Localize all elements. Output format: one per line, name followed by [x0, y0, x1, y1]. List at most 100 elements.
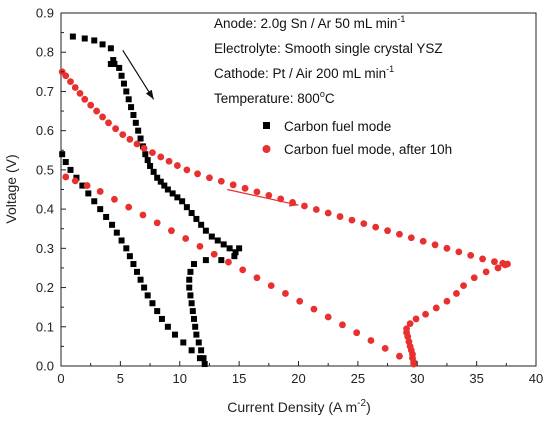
data-point-square [236, 245, 243, 252]
data-point-circle [353, 329, 361, 337]
x-axis-ticks: 0 5 10 15 20 25 30 35 40 [57, 361, 543, 386]
data-point-circle [491, 258, 498, 266]
data-point-square [135, 127, 142, 134]
trend-arrow-head [145, 89, 154, 100]
legend-label-series-2: Carbon fuel mode, after 10h [284, 142, 452, 157]
data-point-square [116, 64, 123, 71]
data-point-circle [367, 337, 375, 344]
data-point-circle [76, 90, 84, 97]
data-point-circle [348, 216, 356, 224]
data-point-square [130, 111, 137, 118]
data-point-circle [206, 174, 213, 182]
x-tick-label: 40 [529, 371, 543, 386]
series-layer [58, 33, 511, 368]
data-point-circle [157, 153, 165, 161]
data-point-square [99, 41, 106, 48]
data-point-circle [443, 244, 451, 252]
arrow-layer [122, 49, 299, 207]
data-point-square [147, 162, 154, 169]
data-point-square [158, 315, 165, 322]
data-point-square [111, 60, 118, 67]
data-point-square [62, 159, 69, 166]
data-point-circle [210, 250, 218, 258]
data-point-circle [412, 315, 420, 323]
data-point-square [134, 268, 140, 275]
x-tick-label: 10 [173, 371, 187, 386]
data-point-circle [71, 84, 79, 91]
data-point-square [137, 135, 144, 142]
data-point-square [161, 182, 168, 189]
data-point-circle [443, 297, 451, 305]
data-point-square [85, 190, 92, 197]
data-point-circle [384, 227, 391, 235]
data-point-circle [105, 119, 112, 127]
data-point-circle [479, 255, 486, 263]
data-point-circle [324, 313, 332, 321]
x-tick-label: 30 [410, 371, 424, 386]
data-point-square [79, 182, 86, 189]
y-tick-label: 0.5 [36, 162, 54, 177]
data-point-circle [381, 344, 389, 352]
data-point-square [187, 292, 194, 299]
y-tick-label: 0.4 [36, 202, 54, 217]
y-tick-label: 0.0 [36, 359, 54, 374]
data-point-square [123, 88, 130, 95]
data-point-square [195, 339, 202, 346]
annotation-temperature-sup: o [320, 89, 325, 99]
data-point-circle [253, 188, 261, 196]
data-point-square [69, 33, 76, 40]
annotation-temperature: Temperature: 800oC [214, 89, 335, 106]
data-point-square [103, 213, 110, 220]
data-point-square [183, 204, 190, 211]
data-point-square [226, 245, 233, 252]
data-point-circle [194, 170, 201, 178]
data-point-circle [133, 140, 141, 148]
data-point-square [169, 190, 176, 197]
x-tick-label: 35 [469, 371, 483, 386]
data-point-circle [360, 220, 368, 228]
data-point-square [123, 245, 130, 252]
data-point-square [220, 241, 227, 248]
data-point-circle [196, 242, 204, 250]
data-point-square [164, 323, 171, 330]
data-point-square [208, 233, 215, 240]
data-point-square [200, 355, 207, 362]
y-tick-label: 0.9 [36, 6, 54, 21]
legend: Carbon fuel mode Carbon fuel mode, after… [262, 119, 452, 157]
legend-marker-square [263, 122, 270, 129]
data-point-circle [62, 72, 70, 80]
data-point-circle [93, 107, 101, 115]
data-point-square [193, 215, 200, 222]
data-point-square [107, 45, 114, 52]
data-point-circle [125, 203, 133, 211]
trend-arrow-shaft [122, 49, 155, 100]
data-point-square [186, 276, 193, 283]
data-point-circle [453, 290, 460, 297]
data-point-square [157, 178, 164, 185]
y-tick-label: 0.7 [36, 84, 54, 99]
data-point-square [142, 151, 149, 158]
data-point-circle [396, 352, 403, 360]
data-point-circle [419, 237, 427, 245]
data-point-circle [431, 241, 439, 249]
data-point-square [218, 257, 225, 264]
data-point-square [189, 308, 196, 315]
data-point-square [232, 249, 239, 256]
data-point-circle [267, 282, 275, 289]
data-point-circle [149, 149, 156, 157]
data-point-square [97, 206, 104, 213]
data-point-square [188, 300, 195, 307]
data-point-circle [482, 268, 490, 276]
series-1 [59, 33, 243, 368]
data-point-circle [71, 177, 79, 185]
x-tick-label: 5 [117, 371, 124, 386]
annotation-temperature-unit: C [325, 91, 335, 106]
data-point-square [201, 361, 208, 368]
data-point-circle [83, 182, 91, 189]
data-point-circle [407, 234, 415, 242]
data-point-square [214, 237, 221, 244]
data-point-square [198, 221, 205, 228]
data-point-square [81, 35, 88, 42]
data-point-circle [241, 184, 249, 192]
